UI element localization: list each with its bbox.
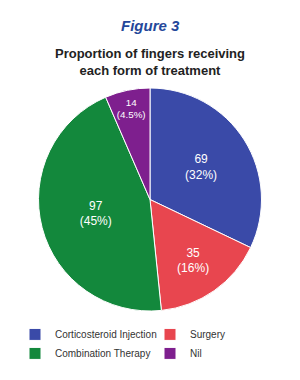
svg-text:Surgery: Surgery	[190, 329, 225, 340]
svg-text:69(32%): 69(32%)	[185, 152, 217, 182]
svg-text:Figure 3: Figure 3	[121, 17, 180, 34]
svg-text:Corticosteroid Injection: Corticosteroid Injection	[55, 329, 157, 340]
svg-text:35(16%): 35(16%)	[177, 246, 209, 276]
svg-text:14(4.5%): 14(4.5%)	[117, 97, 146, 121]
svg-text:Combination Therapy: Combination Therapy	[55, 348, 150, 359]
svg-text:Proportion of fingers receivin: Proportion of fingers receivingeach form…	[55, 46, 245, 78]
svg-text:Nil: Nil	[190, 348, 202, 359]
svg-text:97(45%): 97(45%)	[80, 199, 112, 229]
